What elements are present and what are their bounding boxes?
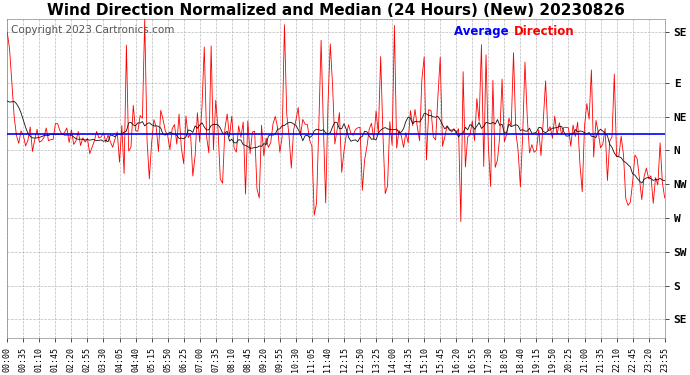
Text: Copyright 2023 Cartronics.com: Copyright 2023 Cartronics.com [10, 26, 174, 35]
Text: Average: Average [454, 26, 513, 38]
Title: Wind Direction Normalized and Median (24 Hours) (New) 20230826: Wind Direction Normalized and Median (24… [47, 3, 625, 18]
Text: Direction: Direction [513, 26, 574, 38]
